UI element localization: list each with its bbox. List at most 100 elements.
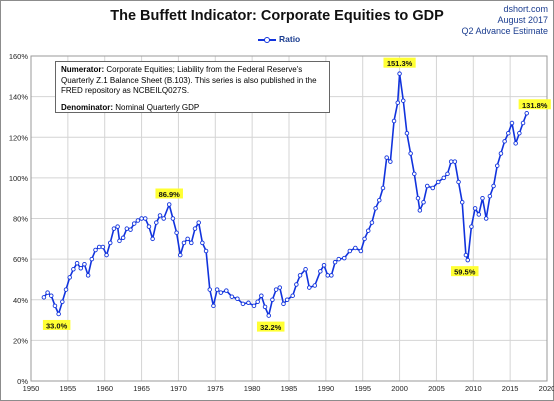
data-point xyxy=(107,240,113,246)
callout-label: 86.9% xyxy=(159,190,181,199)
x-tick-label: 1965 xyxy=(133,384,150,393)
data-point xyxy=(128,227,133,232)
y-tick-label: 20% xyxy=(13,336,28,345)
callout-bg xyxy=(383,57,416,68)
data-point xyxy=(476,212,482,217)
data-point xyxy=(353,245,358,251)
data-point xyxy=(401,98,406,103)
denominator-text: Nominal Quarterly GDP xyxy=(115,102,200,112)
callout-bg xyxy=(42,319,71,330)
data-point xyxy=(85,273,91,278)
data-point xyxy=(456,179,461,185)
data-point xyxy=(251,303,257,309)
data-point xyxy=(82,261,87,267)
data-point xyxy=(214,287,220,292)
data-point xyxy=(111,226,117,231)
data-point xyxy=(312,283,318,288)
data-point xyxy=(266,313,271,318)
data-point xyxy=(89,256,95,262)
data-point xyxy=(491,183,496,189)
data-point xyxy=(262,304,268,310)
data-point xyxy=(408,151,413,156)
x-tick-label: 1970 xyxy=(170,384,187,393)
x-tick-label: 2005 xyxy=(428,384,445,393)
data-point xyxy=(281,301,286,307)
axes: 0% 20% 40% 60% 80% 100% 120% 140% 160% 1950 1955 19… xyxy=(9,52,554,393)
data-point xyxy=(303,267,308,272)
data-point xyxy=(373,206,378,211)
data-point xyxy=(74,260,80,266)
data-point xyxy=(170,216,176,221)
data-point xyxy=(189,240,194,246)
data-point xyxy=(52,303,58,309)
data-point xyxy=(380,185,386,191)
data-point xyxy=(143,216,148,221)
data-point xyxy=(415,195,421,201)
data-point xyxy=(246,300,251,306)
x-tick-label: 1980 xyxy=(244,384,261,393)
legend-line-icon xyxy=(258,36,276,43)
data-point xyxy=(41,295,47,300)
data-point xyxy=(150,236,155,242)
estimate-label: Q2 Advance Estimate xyxy=(461,26,548,36)
callout-bg xyxy=(256,321,285,332)
data-point xyxy=(104,252,109,258)
chart-title: The Buffett Indicator: Corporate Equitie… xyxy=(110,8,444,24)
data-point xyxy=(329,273,334,278)
data-point xyxy=(325,273,330,278)
x-tick-label: 2000 xyxy=(391,384,408,393)
x-tick-label: 2015 xyxy=(502,384,519,393)
data-point xyxy=(157,213,163,218)
data-point xyxy=(524,111,529,116)
legend: Ratio xyxy=(258,34,300,44)
data-point xyxy=(63,287,69,292)
data-point xyxy=(472,206,478,211)
data-point xyxy=(498,151,504,156)
data-point xyxy=(369,220,375,225)
callout-bg xyxy=(155,188,183,199)
data-point xyxy=(417,208,423,213)
data-point xyxy=(469,224,474,229)
data-point xyxy=(445,171,450,177)
data-point xyxy=(192,226,198,231)
numerator-label: Numerator: xyxy=(61,65,105,74)
data-point xyxy=(135,218,141,223)
plot-border xyxy=(30,55,548,382)
y-tick-label: 60% xyxy=(13,255,28,264)
data-point xyxy=(509,120,515,126)
data-point xyxy=(45,290,50,295)
data-point xyxy=(395,100,400,105)
data-point xyxy=(502,139,507,144)
data-point xyxy=(229,294,235,299)
note-box: Numerator: Corporate Equities; Liability… xyxy=(55,61,330,113)
data-point xyxy=(100,244,106,250)
data-point xyxy=(459,199,465,205)
data-point xyxy=(196,220,201,225)
data-point xyxy=(255,299,260,305)
data-point xyxy=(117,238,122,244)
data-point xyxy=(441,175,447,181)
data-point xyxy=(424,183,430,189)
data-point xyxy=(93,247,98,253)
x-tick-label: 2020 xyxy=(539,384,554,393)
data-point xyxy=(483,216,489,221)
data-point xyxy=(358,248,364,254)
data-point xyxy=(139,216,144,221)
data-point xyxy=(115,224,120,229)
data-point xyxy=(430,185,435,191)
callout-label: 33.0% xyxy=(46,321,68,330)
data-point xyxy=(166,202,172,207)
annotations: 33.0% 86.9% 32.2% 151.3% 59.5% 131.8% xyxy=(42,57,551,332)
y-tick-label: 40% xyxy=(13,296,28,305)
data-point xyxy=(506,130,511,136)
callout-bg xyxy=(451,266,479,277)
callout-label: 32.2% xyxy=(260,323,282,332)
data-point xyxy=(174,230,179,235)
data-point xyxy=(520,120,526,126)
data-point xyxy=(224,288,229,293)
data-point xyxy=(60,299,65,305)
data-point xyxy=(131,221,137,226)
callout-label: 59.5% xyxy=(454,268,476,277)
data-point xyxy=(71,267,76,272)
data-point xyxy=(240,301,246,307)
